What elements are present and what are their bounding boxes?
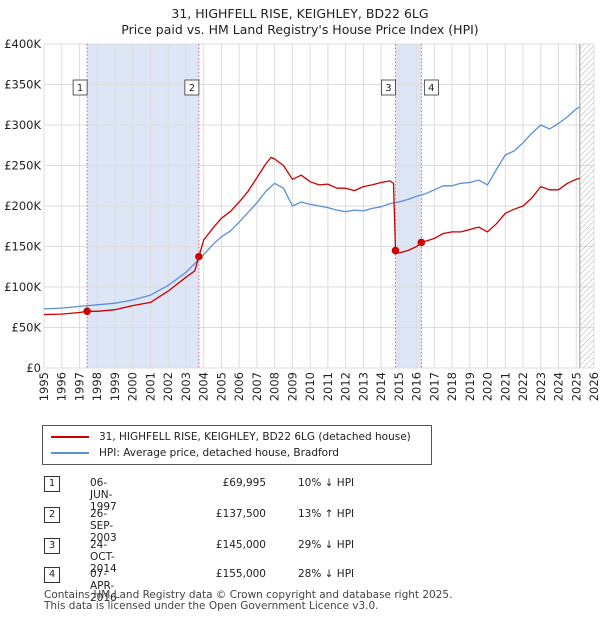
- y-tick-label: £300K: [4, 118, 41, 132]
- transaction-hpi: 10% ↓ HPI: [298, 477, 355, 489]
- sale-label: 4: [428, 83, 434, 94]
- x-tick-label: 2004: [197, 372, 211, 401]
- transaction-date: 26-SEP-2003: [90, 508, 117, 544]
- y-tick-label: £200K: [4, 199, 41, 213]
- footer-copyright: Contains HM Land Registry data © Crown c…: [44, 589, 453, 601]
- sale-label-box: [423, 79, 439, 96]
- transaction-number: 1: [44, 476, 60, 492]
- transaction-hpi: 28% ↓ HPI: [298, 568, 355, 580]
- x-tick-label: 2010: [303, 372, 317, 401]
- y-tick-label: £100K: [4, 280, 41, 294]
- x-tick-label: 2023: [534, 372, 548, 401]
- legend-swatch-price-paid: [51, 436, 89, 438]
- transaction-date: 07-APR-2016: [90, 568, 117, 604]
- footer-licence: This data is licensed under the Open Gov…: [44, 600, 379, 612]
- sale-label: 3: [385, 83, 391, 94]
- x-tick-label: 2016: [410, 372, 424, 401]
- x-tick-label: 2009: [285, 372, 299, 401]
- sale-label-box: [381, 79, 396, 96]
- x-tick-label: 2018: [445, 372, 459, 401]
- x-tick-label: 2007: [250, 372, 264, 401]
- transaction-number: 2: [44, 507, 60, 523]
- transaction-price: £69,995: [222, 477, 266, 489]
- x-tick-label: 2003: [179, 372, 193, 401]
- x-tick-label: 2024: [552, 372, 566, 401]
- x-tick-label: 2012: [339, 372, 353, 401]
- x-tick-label: 2021: [498, 372, 512, 401]
- footer: Contains HM Land Registry data © Crown c…: [44, 590, 452, 612]
- x-tick-label: 2002: [161, 372, 175, 401]
- x-tick-label: 2011: [321, 372, 335, 401]
- transaction-date: 06-JUN-1997: [90, 477, 117, 513]
- forecast-hatch: [579, 44, 594, 368]
- x-tick-label: 2022: [516, 372, 530, 401]
- transaction-price: £155,000: [215, 568, 266, 580]
- x-tick-label: 2001: [143, 372, 157, 401]
- transaction-price: £137,500: [215, 508, 266, 520]
- legend-swatch-hpi: [51, 452, 89, 454]
- x-tick-label: 1997: [72, 372, 86, 401]
- legend-item-price-paid: 31, HIGHFELL RISE, KEIGHLEY, BD22 6LG (d…: [51, 429, 411, 445]
- sale-label-box: [184, 79, 200, 96]
- sale-point: [83, 307, 91, 316]
- y-tick-label: £400K: [4, 37, 41, 51]
- transaction-date: 24-OCT-2014: [90, 539, 117, 575]
- transaction-price: £145,000: [215, 539, 266, 551]
- y-tick-label: £50K: [12, 321, 42, 335]
- x-tick-label: 1999: [108, 372, 122, 401]
- sale-point: [417, 238, 426, 247]
- transaction-hpi: 29% ↓ HPI: [298, 539, 355, 551]
- y-tick-label: £0: [26, 361, 41, 375]
- sale-label-box: [72, 79, 88, 96]
- y-tick-label: £250K: [4, 159, 41, 173]
- y-tick-label: £150K: [4, 240, 41, 254]
- x-tick-label: 2005: [214, 372, 228, 401]
- x-tick-label: 1998: [90, 372, 104, 401]
- transaction-hpi: 13% ↑ HPI: [298, 508, 355, 520]
- x-tick-label: 2020: [481, 372, 495, 401]
- chart-title: 31, HIGHFELL RISE, KEIGHLEY, BD22 6LG: [171, 6, 429, 21]
- sale-point: [195, 252, 203, 261]
- x-tick-label: 2015: [392, 372, 406, 401]
- sale-point: [391, 246, 400, 255]
- x-tick-label: 2025: [569, 372, 583, 401]
- chart-subtitle: Price paid vs. HM Land Registry's House …: [121, 22, 479, 37]
- transaction-number: 3: [44, 538, 60, 554]
- legend-item-hpi: HPI: Average price, detached house, Brad…: [51, 445, 339, 461]
- x-tick-label: 2000: [126, 372, 140, 401]
- x-tick-label: 2013: [356, 372, 370, 401]
- price-chart: 1 2 3 4 £0 £50K £100K £150K £200K £250K £300K £350…: [4, 37, 600, 401]
- y-tick-label: £350K: [4, 78, 41, 92]
- x-tick-label: 1996: [55, 372, 69, 401]
- x-tick-label: 2026: [587, 372, 600, 401]
- legend: 31, HIGHFELL RISE, KEIGHLEY, BD22 6LG (d…: [42, 425, 432, 465]
- price-paid-line: [43, 156, 580, 316]
- x-tick-label: 2006: [232, 372, 246, 401]
- x-tick-label: 1995: [37, 372, 51, 401]
- x-tick-label: 2008: [268, 372, 282, 401]
- transaction-number: 4: [44, 567, 60, 583]
- sale-label: 1: [77, 83, 83, 94]
- x-tick-label: 2014: [374, 372, 388, 401]
- x-tick-label: 2017: [427, 372, 441, 401]
- legend-label-hpi: HPI: Average price, detached house, Brad…: [99, 447, 339, 459]
- sale-label: 2: [189, 83, 195, 94]
- x-tick-label: 2019: [463, 372, 477, 401]
- legend-label-price-paid: 31, HIGHFELL RISE, KEIGHLEY, BD22 6LG (d…: [99, 431, 411, 443]
